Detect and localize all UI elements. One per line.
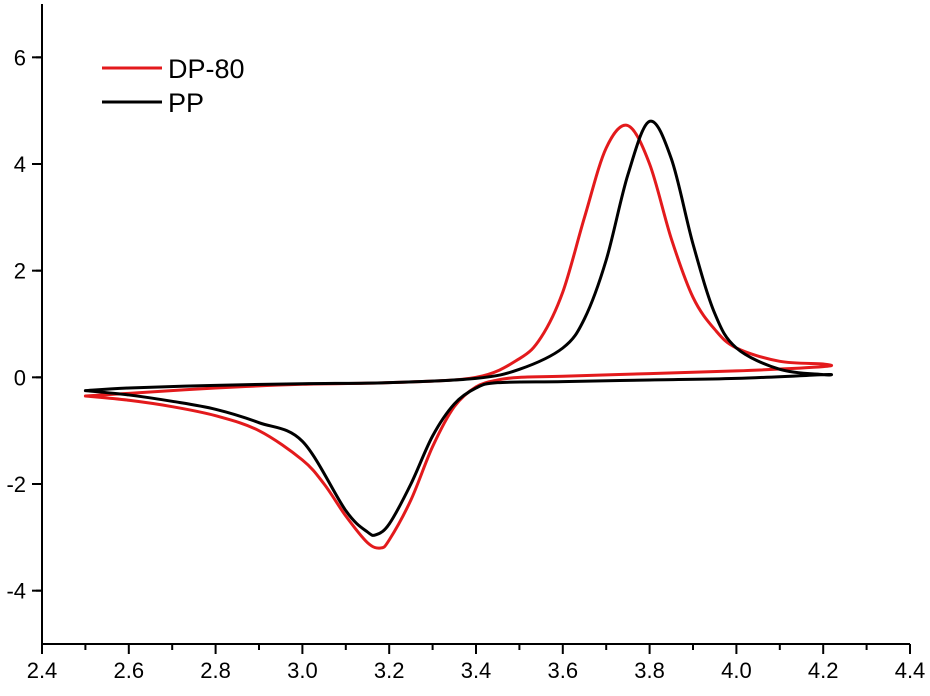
x-tick-label: 4.2: [808, 658, 839, 683]
x-tick-label: 3.8: [634, 658, 665, 683]
legend: DP-80 PP: [102, 54, 245, 118]
y-tick-label: 6: [14, 45, 26, 70]
x-tick-label: 4.4: [895, 658, 926, 683]
series-line-pp: [83, 119, 833, 537]
y-tick-label: 2: [14, 259, 26, 284]
y-tick-label: 0: [14, 365, 26, 390]
series-line-dp-80: [83, 123, 833, 550]
x-tick-label: 2.6: [114, 658, 145, 683]
y-tick-label: -2: [6, 472, 26, 497]
x-tick-label: 4.0: [721, 658, 752, 683]
legend-label-dp-80: DP-80: [168, 54, 245, 84]
y-tick-label: 4: [14, 152, 26, 177]
y-tick-label: -4: [6, 579, 26, 604]
legend-label-pp: PP: [168, 88, 204, 118]
x-tick-label: 3.0: [287, 658, 318, 683]
x-tick-label: 3.6: [548, 658, 579, 683]
series-layer: [83, 119, 833, 550]
x-tick-label: 2.4: [27, 658, 58, 683]
x-tick-label: 3.2: [374, 658, 405, 683]
x-tick-label: 3.4: [461, 658, 492, 683]
axes-layer: 2.4 2.6 2.8 3.0 3.2 3.4 3.6 3.8 4.0 4.2 4.4 -4 -2 0 2 4…: [6, 4, 925, 683]
x-tick-label: 2.8: [200, 658, 231, 683]
